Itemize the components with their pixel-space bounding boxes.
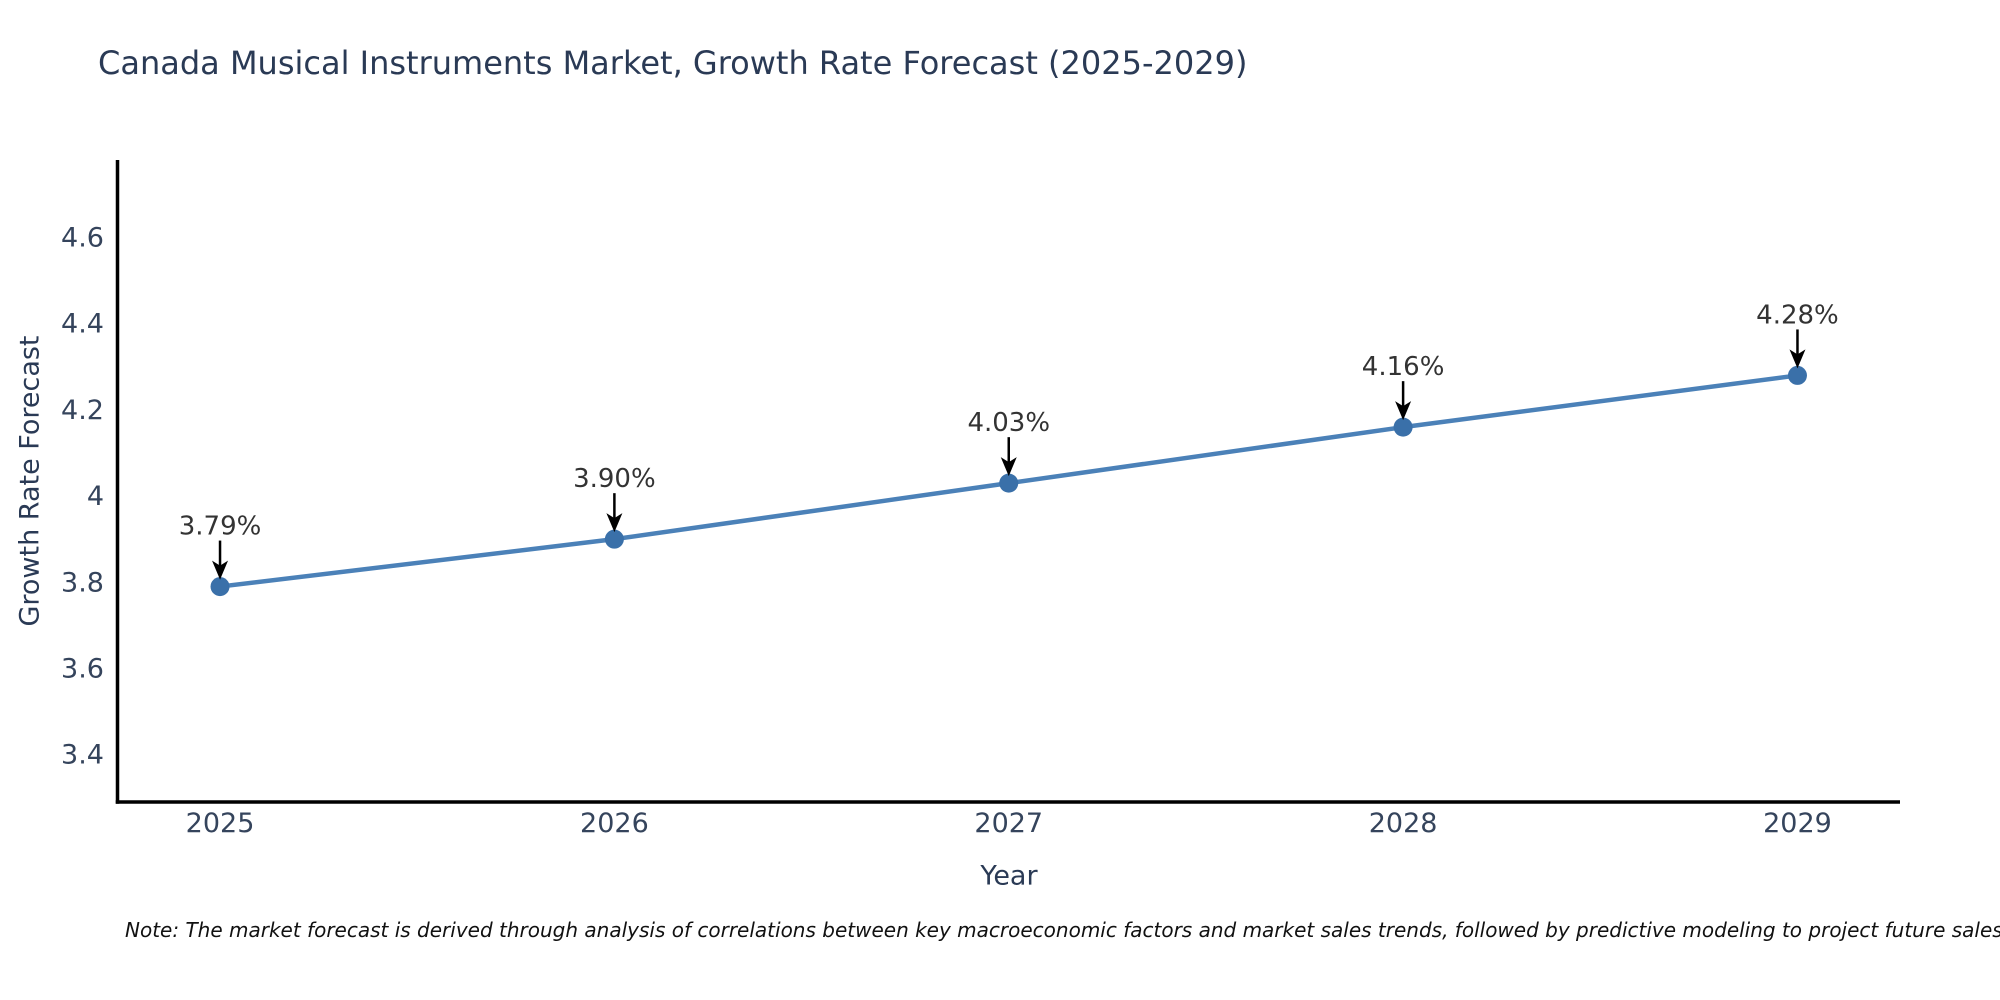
y-tick-label: 4	[87, 481, 104, 512]
x-axis-title: Year	[980, 860, 1038, 892]
y-tick-label: 4.6	[61, 223, 104, 254]
annotation-arrowhead	[212, 560, 229, 580]
annotation-label: 4.03%	[967, 408, 1050, 438]
data-point-2029	[1787, 365, 1807, 385]
data-point-2025	[210, 577, 230, 597]
chart-title: Canada Musical Instruments Market, Growt…	[98, 44, 1248, 82]
y-tick-label: 3.8	[61, 567, 104, 598]
y-tick-label: 4.4	[61, 309, 104, 340]
data-point-2028	[1393, 417, 1413, 437]
annotation-label: 3.79%	[179, 512, 262, 542]
x-tick-label: 2029	[1763, 808, 1832, 839]
data-point-2026	[604, 529, 624, 549]
annotation-arrowhead	[1000, 457, 1017, 477]
annotation-label: 3.90%	[573, 464, 656, 494]
x-tick-label: 2028	[1369, 808, 1438, 839]
x-tick-label: 2027	[974, 808, 1043, 839]
annotation-arrowhead	[606, 513, 623, 533]
y-tick-label: 3.6	[61, 653, 104, 684]
annotation-arrowhead	[1395, 401, 1412, 421]
y-tick-label: 4.2	[61, 395, 104, 426]
annotation-label: 4.28%	[1756, 300, 1839, 330]
footnote: Note: The market forecast is derived thr…	[125, 918, 2000, 942]
annotation-arrowhead	[1789, 349, 1806, 369]
data-point-2027	[999, 473, 1019, 493]
x-tick-label: 2026	[580, 808, 649, 839]
annotation-label: 4.16%	[1362, 352, 1445, 382]
x-tick-label: 2025	[186, 808, 255, 839]
y-tick-label: 3.4	[61, 740, 104, 771]
